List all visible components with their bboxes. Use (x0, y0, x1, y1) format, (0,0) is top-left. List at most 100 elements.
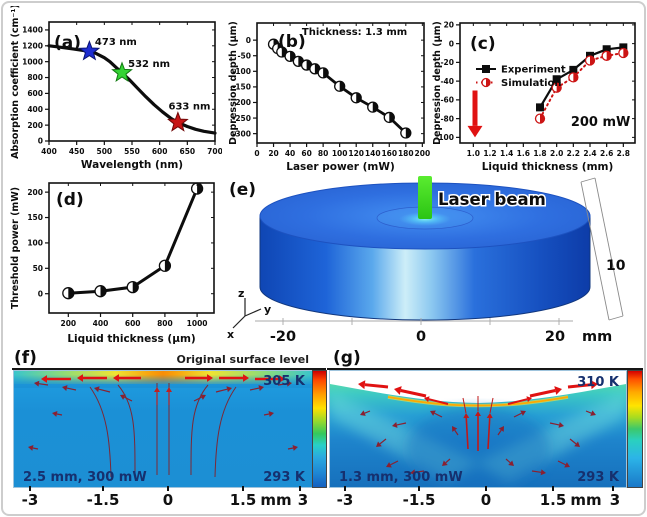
svg-text:450: 450 (69, 147, 85, 156)
svg-text:1400: 1400 (22, 26, 43, 35)
svg-text:40: 40 (285, 149, 295, 158)
svg-text:(d): (d) (56, 190, 84, 210)
axis-tick-20: 20 (545, 329, 565, 345)
svg-text:140: 140 (365, 149, 381, 158)
tick-f (242, 486, 244, 491)
svg-text:Threshold power (mW): Threshold power (mW) (10, 187, 21, 309)
xtick-f-5: 3 (297, 491, 309, 509)
svg-text:-300: -300 (232, 129, 251, 138)
svg-text:-200: -200 (232, 98, 251, 107)
svg-text:Simulation: Simulation (501, 78, 562, 89)
max-temp-g: 310 K (577, 375, 619, 390)
panel-g-simulation: (g) 310 K 293 K 1.3 mm, 300 (325, 348, 647, 515)
svg-text:-60: -60 (440, 96, 454, 105)
svg-text:Wavelength (nm): Wavelength (nm) (81, 159, 183, 171)
svg-text:200 mW: 200 mW (571, 115, 631, 130)
min-temp-g: 293 K (577, 470, 619, 485)
svg-text:1.8: 1.8 (533, 149, 546, 158)
svg-text:400: 400 (93, 319, 109, 328)
svg-text:-80: -80 (440, 114, 454, 123)
xtick-g-5: 3 (609, 491, 621, 509)
svg-text:Liquid thickness (mm): Liquid thickness (mm) (482, 161, 614, 173)
svg-text:(b): (b) (278, 32, 306, 52)
xtick-g-3: 1.5 (539, 491, 567, 509)
svg-text:-250: -250 (232, 114, 251, 123)
svg-text:0: 0 (38, 289, 43, 298)
svg-text:200: 200 (60, 319, 76, 328)
svg-text:200: 200 (415, 149, 430, 158)
svg-text:800: 800 (27, 73, 43, 82)
svg-text:50: 50 (33, 264, 43, 273)
svg-text:(a): (a) (54, 33, 81, 53)
surface-band-fade-f (14, 371, 312, 388)
svg-text:100: 100 (332, 149, 348, 158)
svg-text:(c): (c) (470, 34, 496, 54)
svg-text:20: 20 (268, 149, 278, 158)
panel-f-label: (f) (14, 348, 37, 368)
svg-text:-50: -50 (237, 51, 251, 60)
coordinate-triad (232, 298, 262, 329)
panel-d-threshold-power-chart: 200 400 600 800 1000 0 50 100 150 200 Liquid thick… (10, 182, 215, 345)
svg-text:100: 100 (27, 239, 43, 248)
original-surface-line (12, 368, 326, 370)
svg-text:1000: 1000 (187, 319, 208, 328)
laser-beam (418, 176, 432, 219)
axis-unit-mm: mm (582, 329, 612, 345)
panel-e-label: (e) (229, 180, 256, 200)
triad-z-label: z (238, 287, 244, 300)
axis-tick-neg20: -20 (270, 329, 296, 345)
xtick-g-2: 0 (480, 491, 492, 509)
xtick-g-0: -3 (336, 491, 354, 509)
svg-text:120: 120 (348, 149, 364, 158)
min-temp-f: 293 K (263, 470, 305, 485)
svg-text:200: 200 (27, 188, 43, 197)
svg-text:1200: 1200 (22, 42, 43, 51)
tick-g (344, 486, 346, 491)
svg-text:-100: -100 (232, 67, 251, 76)
svg-text:80: 80 (318, 149, 328, 158)
xtick-f-unit: mm (260, 491, 292, 509)
svg-text:Laser power (mW): Laser power (mW) (286, 161, 395, 173)
svg-text:2.2: 2.2 (567, 149, 580, 158)
tick-f (167, 486, 169, 491)
svg-text:1.0: 1.0 (467, 149, 480, 158)
svg-text:600: 600 (27, 89, 43, 98)
tick-f (29, 486, 31, 491)
temperature-field-g: 310 K 293 K 1.3 mm, 300 mW (329, 370, 627, 488)
svg-text:Depression depth (μm): Depression depth (μm) (228, 21, 239, 145)
liquid-bulk-f (14, 371, 312, 487)
colorbar-f (312, 370, 327, 488)
svg-text:Experiment: Experiment (501, 65, 566, 76)
svg-text:0: 0 (246, 36, 251, 45)
svg-text:Liquid thickness (μm): Liquid thickness (μm) (67, 333, 195, 345)
svg-text:0: 0 (38, 137, 43, 146)
triad-y-label: y (264, 303, 271, 316)
triad-x-label: x (227, 328, 234, 341)
svg-text:1.6: 1.6 (517, 149, 530, 158)
svg-text:150: 150 (27, 213, 43, 222)
disk-3d (259, 182, 591, 321)
svg-text:633 nm: 633 nm (169, 102, 211, 113)
svg-text:600: 600 (152, 147, 168, 156)
colorbar-g (627, 370, 643, 488)
flow-field-g (330, 380, 626, 487)
svg-text:-150: -150 (232, 83, 251, 92)
xtick-f-2: 0 (162, 491, 174, 509)
condition-g: 1.3 mm, 300 mW (339, 470, 463, 485)
panel-f-simulation: (f) Original surface level 305 K 293 K 2… (8, 348, 327, 515)
flow-arrows-f (28, 374, 298, 478)
svg-text:2.8: 2.8 (617, 149, 630, 158)
panel-e-3d-schematic: (e) Laser beam 10 -20 0 20 mm z y x (227, 176, 626, 345)
condition-f: 2.5 mm, 300 mW (23, 470, 147, 485)
svg-text:Absorption coefficient (cm⁻¹): Absorption coefficient (cm⁻¹) (10, 6, 21, 159)
svg-text:20: 20 (444, 21, 454, 30)
panel-c-depth-vs-thickness-chart: 1.0 1.2 1.4 1.6 1.8 2.0 2.2 2.4 2.6 2.8 20 0 -20 -40 -… (432, 21, 636, 173)
original-surface-line-g (327, 368, 643, 370)
panel-g-label: (g) (333, 348, 361, 368)
svg-text:1.2: 1.2 (483, 149, 496, 158)
svg-text:1000: 1000 (22, 57, 43, 66)
tick-f (102, 486, 104, 491)
svg-text:800: 800 (157, 319, 173, 328)
z-scale-wireframe (580, 177, 624, 321)
